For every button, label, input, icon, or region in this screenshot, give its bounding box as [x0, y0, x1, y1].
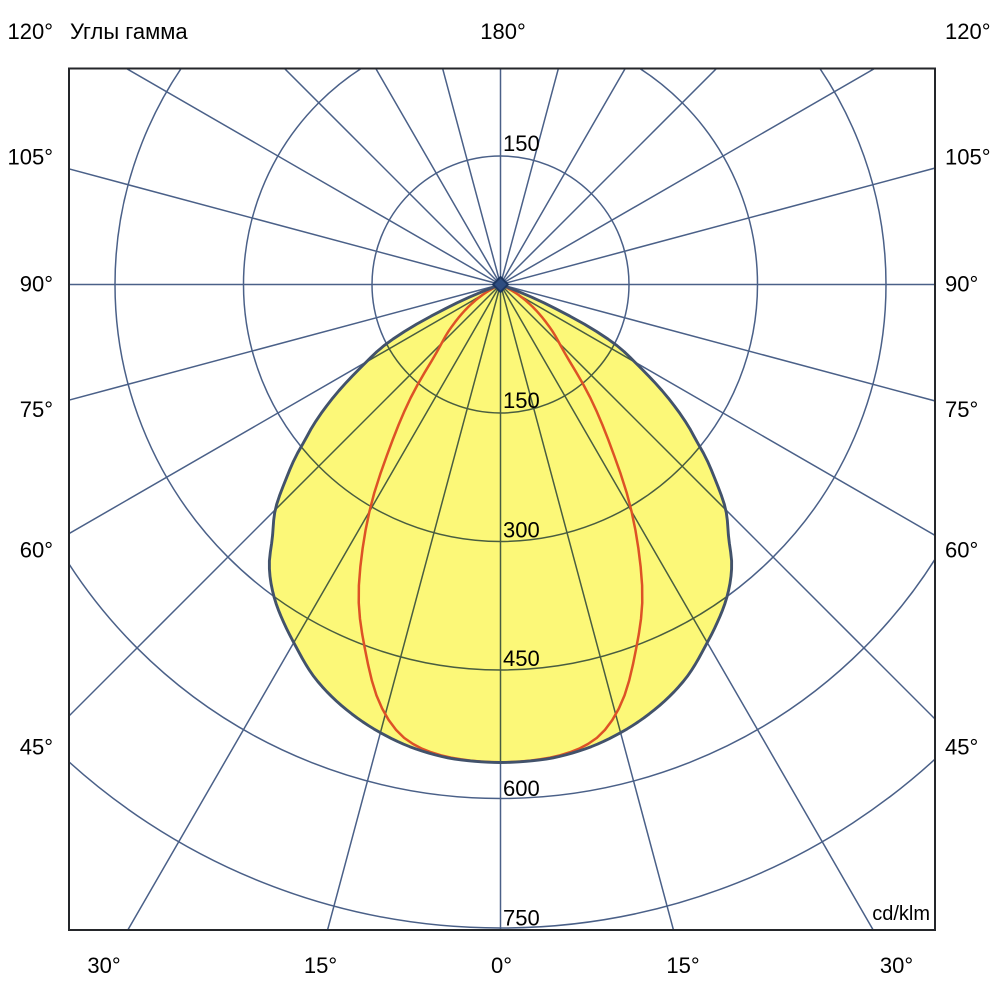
svg-text:45°: 45° — [20, 735, 53, 760]
svg-text:90°: 90° — [20, 272, 53, 297]
svg-text:90°: 90° — [945, 272, 978, 297]
svg-text:75°: 75° — [20, 397, 53, 422]
svg-text:180°: 180° — [480, 19, 526, 44]
svg-text:105°: 105° — [945, 145, 991, 170]
svg-text:120°: 120° — [7, 19, 53, 44]
svg-text:75°: 75° — [945, 397, 978, 422]
svg-text:120°: 120° — [945, 19, 991, 44]
svg-text:0°: 0° — [491, 953, 512, 978]
svg-text:Углы гамма: Углы гамма — [70, 19, 188, 44]
svg-text:150: 150 — [503, 131, 540, 156]
svg-text:45°: 45° — [945, 735, 978, 760]
svg-text:600: 600 — [503, 776, 540, 801]
svg-text:30°: 30° — [880, 953, 913, 978]
svg-text:60°: 60° — [20, 538, 53, 563]
svg-text:cd/klm: cd/klm — [872, 903, 930, 925]
svg-text:60°: 60° — [945, 538, 978, 563]
svg-text:30°: 30° — [87, 953, 120, 978]
svg-text:15°: 15° — [666, 953, 699, 978]
svg-text:300: 300 — [503, 518, 540, 543]
svg-text:150: 150 — [503, 388, 540, 413]
svg-text:105°: 105° — [7, 145, 53, 170]
svg-text:750: 750 — [503, 906, 540, 931]
svg-text:15°: 15° — [304, 953, 337, 978]
svg-text:450: 450 — [503, 646, 540, 671]
